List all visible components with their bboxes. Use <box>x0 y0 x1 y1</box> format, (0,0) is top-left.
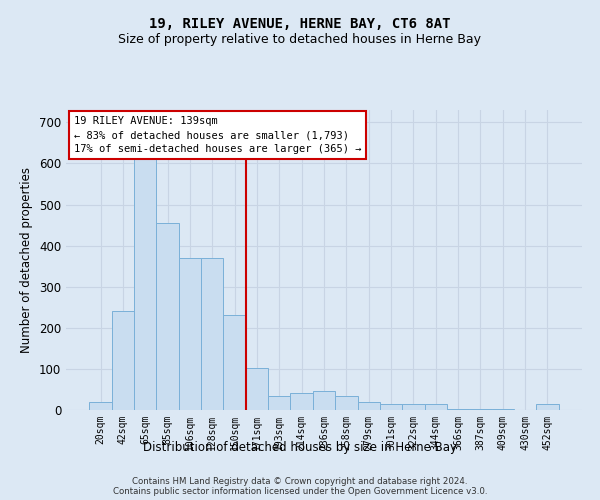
Bar <box>201 258 223 410</box>
Bar <box>134 155 157 410</box>
Bar <box>112 310 134 410</box>
Text: 19, RILEY AVENUE, HERNE BAY, CT6 8AT: 19, RILEY AVENUE, HERNE BAY, CT6 8AT <box>149 18 451 32</box>
Bar <box>358 402 380 410</box>
Bar <box>179 258 201 410</box>
Bar <box>223 316 246 410</box>
Text: Contains HM Land Registry data © Crown copyright and database right 2024.: Contains HM Land Registry data © Crown c… <box>132 476 468 486</box>
Bar <box>536 404 559 410</box>
Bar <box>491 409 514 410</box>
Bar <box>425 404 447 410</box>
Bar <box>246 368 268 410</box>
Bar <box>335 396 358 410</box>
Bar <box>89 402 112 410</box>
Text: 19 RILEY AVENUE: 139sqm
← 83% of detached houses are smaller (1,793)
17% of semi: 19 RILEY AVENUE: 139sqm ← 83% of detache… <box>74 116 361 154</box>
Bar <box>469 409 491 410</box>
Text: Contains public sector information licensed under the Open Government Licence v3: Contains public sector information licen… <box>113 486 487 496</box>
Bar <box>268 396 290 410</box>
Y-axis label: Number of detached properties: Number of detached properties <box>20 167 34 353</box>
Bar <box>313 390 335 410</box>
Text: Distribution of detached houses by size in Herne Bay: Distribution of detached houses by size … <box>143 441 457 454</box>
Text: Size of property relative to detached houses in Herne Bay: Size of property relative to detached ho… <box>119 32 482 46</box>
Bar <box>290 392 313 410</box>
Bar <box>380 404 402 410</box>
Bar <box>402 404 425 410</box>
Bar <box>447 409 469 410</box>
Bar <box>157 223 179 410</box>
